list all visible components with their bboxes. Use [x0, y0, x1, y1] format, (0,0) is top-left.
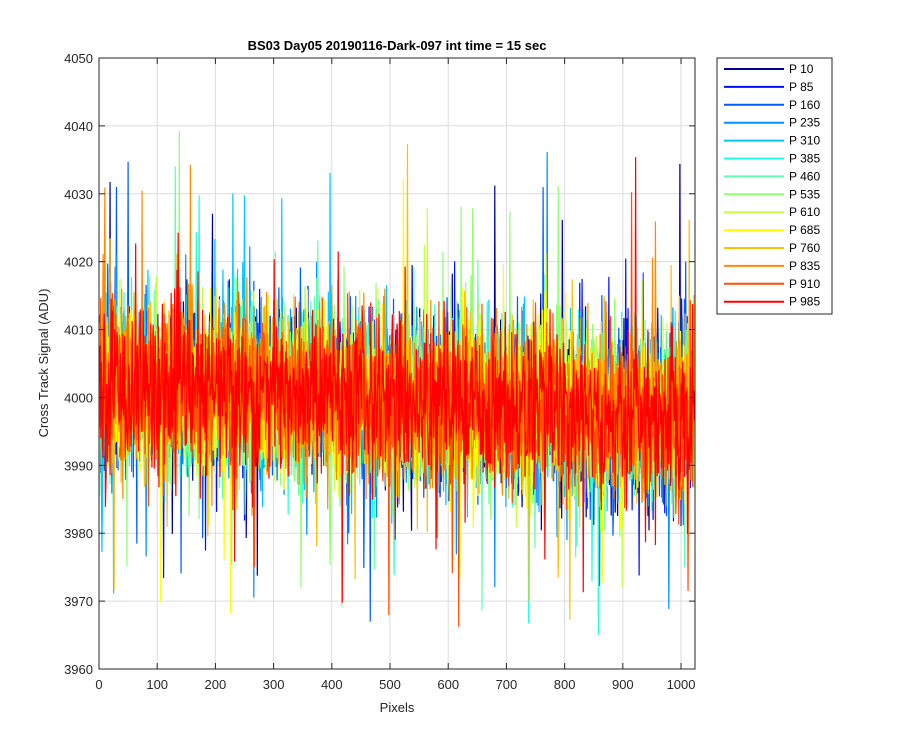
- y-tick-label: 4050: [64, 51, 93, 66]
- x-tick-label: 100: [146, 677, 168, 692]
- x-tick-label: 400: [321, 677, 343, 692]
- x-tick-label: 1000: [667, 677, 696, 692]
- y-tick-label: 4040: [64, 119, 93, 134]
- x-tick-label: 800: [554, 677, 576, 692]
- legend-box: [716, 57, 833, 315]
- series-lines: [99, 131, 695, 635]
- legend-label: P 760: [789, 241, 820, 255]
- legend-label: P 535: [789, 187, 820, 201]
- x-tick-label: 0: [95, 677, 102, 692]
- x-tick-label: 200: [205, 677, 227, 692]
- legend-label: P 460: [789, 169, 820, 183]
- y-tick-label: 4000: [64, 390, 93, 405]
- y-tick-label: 3970: [64, 594, 93, 609]
- y-axis-title: Cross Track Signal (ADU): [36, 289, 51, 438]
- legend: P 10 P 85 P 160 P 235 P 310 P 385 P 460 P 535 P …: [716, 57, 833, 315]
- legend-label: P 910: [789, 277, 820, 291]
- series-line-14: [99, 157, 695, 603]
- y-tick-label: 3980: [64, 526, 93, 541]
- x-tick-label: 500: [379, 677, 401, 692]
- legend-label: P 235: [789, 116, 820, 130]
- y-tick-label: 4030: [64, 187, 93, 202]
- y-tick-label: 3960: [64, 662, 93, 677]
- y-tick-label: 4020: [64, 255, 93, 270]
- legend-label: P 10: [789, 62, 814, 76]
- plot-frame: [98, 57, 696, 670]
- x-tick-label: 600: [437, 677, 459, 692]
- legend-label: P 835: [789, 259, 820, 273]
- x-tick-label: 700: [496, 677, 518, 692]
- y-tick-label: 4010: [64, 323, 93, 338]
- legend-label: P 385: [789, 152, 820, 166]
- y-tick-label: 3990: [64, 458, 93, 473]
- legend-label: P 310: [789, 134, 820, 148]
- x-tick-label: 300: [263, 677, 285, 692]
- x-tick-label: 900: [612, 677, 634, 692]
- legend-label: P 985: [789, 295, 820, 309]
- legend-label: P 685: [789, 223, 820, 237]
- axis-ticks: 0 100 200 300 400 500 600 700 800 900 1000 3960 3970…: [64, 51, 695, 692]
- chart-title: BS03 Day05 20190116-Dark-097 int time = …: [248, 38, 547, 53]
- x-axis-title: Pixels: [380, 700, 415, 715]
- legend-label: P 85: [789, 80, 814, 94]
- legend-label: P 610: [789, 205, 820, 219]
- legend-label: P 160: [789, 98, 820, 112]
